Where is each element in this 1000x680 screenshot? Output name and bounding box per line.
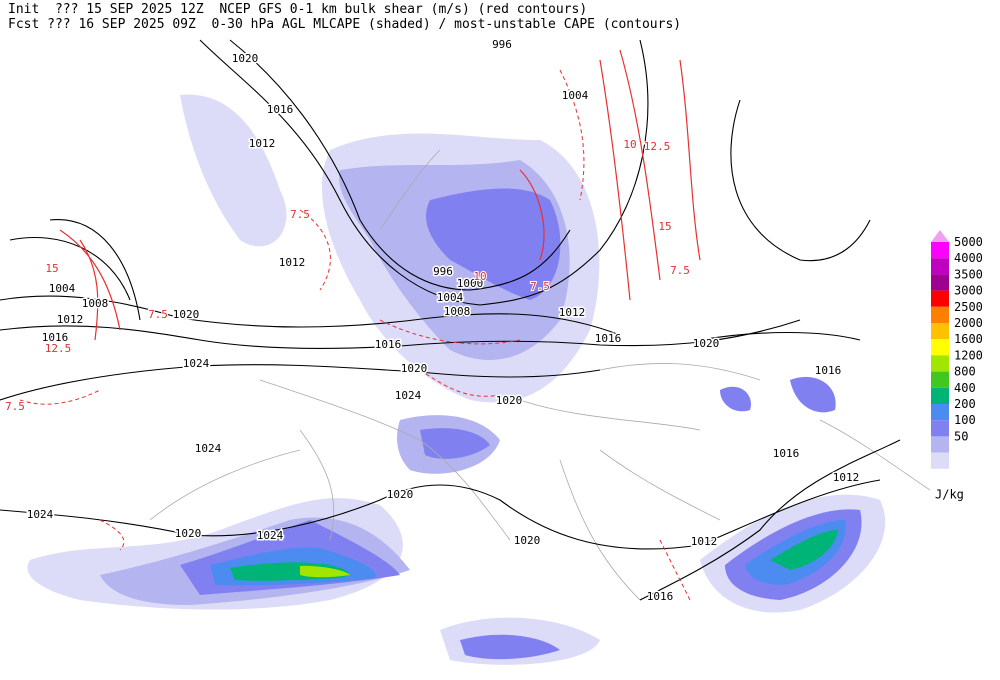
pressure-label: 1016 <box>815 364 842 377</box>
pressure-label: 1024 <box>395 389 422 402</box>
pressure-label: 1008 <box>82 297 109 310</box>
legend-label: 2500 <box>954 300 983 314</box>
pressure-label: 1012 <box>279 256 306 269</box>
legend-label: 5000 <box>954 235 983 249</box>
legend-swatch <box>931 371 949 388</box>
shear-label: 10 <box>623 138 636 151</box>
pressure-label: 996 <box>492 38 512 51</box>
legend-label: 1600 <box>954 332 983 346</box>
shear-label: 12.5 <box>644 140 671 153</box>
pressure-label: 1024 <box>27 508 54 521</box>
pressure-label: 996 <box>433 265 453 278</box>
pressure-label: 1016 <box>647 590 674 603</box>
shear-label: 10 <box>473 270 486 283</box>
legend-unit: J/kg <box>935 488 964 502</box>
legend-swatch <box>931 404 949 421</box>
legend-swatch <box>931 339 949 356</box>
pressure-label: 1012 <box>833 471 860 484</box>
pressure-label: 1020 <box>173 308 200 321</box>
legend-label: 3000 <box>954 284 983 298</box>
legend-swatch <box>931 258 949 275</box>
legend-arrow <box>931 230 949 242</box>
pressure-label: 1020 <box>401 362 428 375</box>
pressure-label: 1016 <box>773 447 800 460</box>
pressure-label: 1020 <box>693 337 720 350</box>
pressure-label: 1016 <box>595 332 622 345</box>
pressure-label: 1004 <box>562 89 589 102</box>
pressure-label: 1016 <box>375 338 402 351</box>
pressure-label: 1016 <box>42 331 69 344</box>
shear-label: 7.5 <box>670 264 690 277</box>
legend-swatch <box>931 290 949 307</box>
pressure-label: 1020 <box>514 534 541 547</box>
header-line: Init ??? 15 SEP 2025 12Z NCEP GFS 0-1 km… <box>8 2 587 17</box>
pressure-label: 1020 <box>387 488 414 501</box>
pressure-label: 1004 <box>49 282 76 295</box>
pressure-label: 1024 <box>195 442 222 455</box>
legend-swatch <box>931 452 949 469</box>
pressure-label: 1012 <box>249 137 276 150</box>
legend-label: 50 <box>954 429 968 443</box>
pressure-label: 1004 <box>437 291 464 304</box>
header-line: Fcst ??? 16 SEP 2025 09Z 0-30 hPa AGL ML… <box>8 17 681 32</box>
legend: 5000 4000 3500 3000 2500 2000 1600 1200 800 400 20… <box>931 230 983 502</box>
legend-swatch <box>931 436 949 453</box>
legend-swatch <box>931 306 949 323</box>
cape-shading <box>27 94 886 665</box>
legend-swatch <box>931 420 949 437</box>
shear-label: 12.5 <box>45 342 72 355</box>
pressure-label: 1012 <box>57 313 84 326</box>
pressure-label: 1012 <box>691 535 718 548</box>
legend-label: 4000 <box>954 251 983 265</box>
legend-label: 400 <box>954 381 976 395</box>
pressure-label: 1020 <box>496 394 523 407</box>
pressure-label: 1012 <box>559 306 586 319</box>
legend-swatch <box>931 355 949 372</box>
shear-label: 7.5 <box>5 400 25 413</box>
shear-label: 7.5 <box>148 308 168 321</box>
shear-label: 7.5 <box>530 280 550 293</box>
legend-swatch <box>931 242 949 259</box>
legend-swatch <box>931 274 949 291</box>
legend-label: 100 <box>954 413 976 427</box>
shear-label: 15 <box>45 262 58 275</box>
pressure-label: 1000 <box>457 277 484 290</box>
shear-label: 7.5 <box>290 208 310 221</box>
pressure-label: 1020 <box>232 52 259 65</box>
pressure-label: 1016 <box>267 103 294 116</box>
legend-label: 200 <box>954 397 976 411</box>
country-borders <box>149 149 931 601</box>
shear-label: 15 <box>658 220 671 233</box>
pressure-label: 1020 <box>175 527 202 540</box>
legend-swatch <box>931 323 949 340</box>
legend-label: 800 <box>954 365 976 379</box>
pressure-label: 1008 <box>444 305 471 318</box>
shear-contours <box>19 49 701 601</box>
pressure-label: 1024 <box>183 357 210 370</box>
legend-label: 3500 <box>954 267 983 281</box>
legend-label: 1200 <box>954 348 983 362</box>
legend-swatch <box>931 387 949 404</box>
legend-label: 2000 <box>954 316 983 330</box>
pressure-label: 1024 <box>257 529 284 542</box>
